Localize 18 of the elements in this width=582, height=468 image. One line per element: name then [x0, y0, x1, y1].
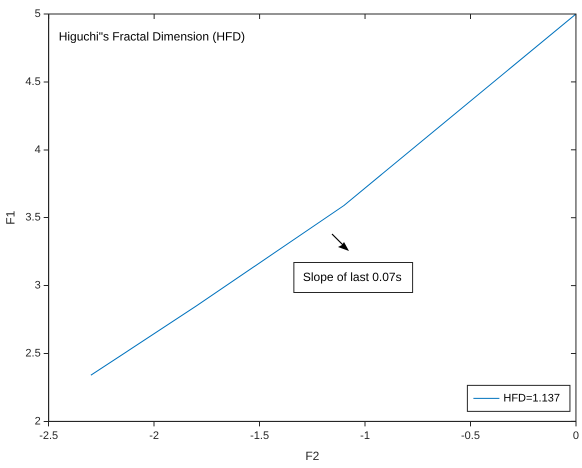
y-tick-label: 4.5	[25, 76, 41, 88]
y-tick-label: 2.5	[25, 348, 41, 360]
y-tick-label: 3.5	[25, 212, 41, 224]
x-tick-label: -2	[149, 430, 160, 442]
x-tick-label: -0.5	[461, 430, 480, 442]
x-tick-label: 0	[572, 430, 580, 442]
text: Higuchi"s Fractal Dimension (HFD)	[58, 29, 246, 44]
y-tick-label: 5	[34, 8, 41, 20]
legend-label: HFD=1.137	[503, 392, 560, 404]
annotation: Slope of last 0.07s	[302, 270, 402, 284]
y-tick-label: 2	[34, 415, 41, 428]
y-tick-label: 3	[34, 280, 41, 292]
y-axis-title: F1	[4, 210, 18, 225]
x-tick-label: -1.5	[250, 430, 270, 442]
y-tick-label: 4	[34, 144, 41, 156]
x-tick-label: -2.5	[39, 430, 58, 442]
x-tick-label: -1	[360, 430, 370, 442]
x-axis-title: F2	[305, 449, 320, 464]
